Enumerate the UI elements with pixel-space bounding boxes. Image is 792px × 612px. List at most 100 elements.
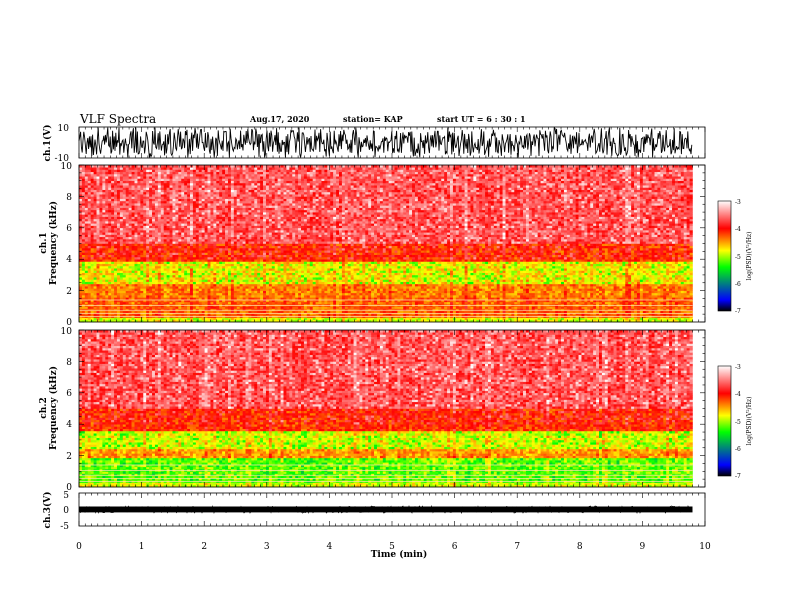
- spectrogram-cell: [266, 187, 269, 190]
- spectrogram-cell: [155, 250, 158, 253]
- spectrogram-cell: [248, 235, 251, 238]
- spectrogram-cell: [167, 284, 170, 287]
- spectrogram-cell: [158, 288, 161, 291]
- spectrogram-cell: [193, 318, 196, 321]
- spectrogram-cell: [172, 176, 175, 179]
- spectrogram-cell: [251, 239, 254, 242]
- spectrogram-cell: [210, 309, 213, 312]
- spectrogram-cell: [225, 185, 228, 188]
- spectrogram-cell: [257, 230, 260, 233]
- spectrogram-cell: [111, 266, 114, 269]
- spectrogram-cell: [269, 261, 272, 264]
- spectrogram-cell: [213, 210, 216, 213]
- spectrogram-cell: [202, 244, 205, 247]
- spectrogram-cell: [225, 205, 228, 208]
- spectrogram-cell: [234, 311, 237, 314]
- spectrogram-cell: [234, 306, 237, 309]
- spectrogram-cell: [140, 228, 143, 231]
- spectrogram-cell: [105, 255, 108, 258]
- spectrogram-cell: [105, 252, 108, 255]
- spectrogram-cell: [146, 288, 149, 291]
- spectrogram-cell: [79, 318, 82, 321]
- spectrogram-cell: [126, 196, 129, 199]
- spectrogram-cell: [146, 295, 149, 298]
- spectrogram-cell: [193, 288, 196, 291]
- spectrogram-cell: [88, 178, 91, 181]
- spectrogram-cell: [184, 183, 187, 186]
- spectrogram-cell: [149, 194, 152, 197]
- spectrogram-cell: [178, 241, 181, 244]
- spectrogram-cell: [234, 237, 237, 240]
- spectrogram-cell: [240, 291, 243, 294]
- spectrogram-cell: [228, 309, 231, 312]
- spectrogram-cell: [164, 210, 167, 213]
- spectrogram-cell: [152, 201, 155, 204]
- spectrogram-cell: [152, 244, 155, 247]
- spectrogram-cell: [170, 259, 173, 262]
- spectrogram-cell: [246, 221, 249, 224]
- spectrogram-cell: [79, 284, 82, 287]
- spectrogram-cell: [129, 311, 132, 314]
- spectrogram-cell: [123, 235, 126, 238]
- spectrogram-cell: [210, 235, 213, 238]
- spectrogram-cell: [97, 205, 100, 208]
- spectrogram-cell: [202, 237, 205, 240]
- spectrogram-cell: [208, 279, 211, 282]
- spectrogram-cell: [193, 212, 196, 215]
- spectrogram-cell: [243, 268, 246, 271]
- spectrogram-cell: [91, 205, 94, 208]
- spectrogram-cell: [175, 214, 178, 217]
- spectrogram-cell: [117, 217, 120, 220]
- spectrogram-cell: [120, 176, 123, 179]
- spectrogram-cell: [114, 228, 117, 231]
- spectrogram-cell: [158, 293, 161, 296]
- spectrogram-cell: [208, 293, 211, 296]
- spectrogram-cell: [167, 275, 170, 278]
- spectrogram-cell: [114, 232, 117, 235]
- spectrogram-cell: [126, 187, 129, 190]
- spectrogram-cell: [202, 235, 205, 238]
- spectrogram-cell: [143, 252, 146, 255]
- spectrogram-cell: [91, 223, 94, 226]
- spectrogram-cell: [120, 286, 123, 289]
- spectrogram-cell: [216, 205, 219, 208]
- spectrogram-cell: [161, 210, 164, 213]
- spectrogram-cell: [135, 291, 138, 294]
- spectrogram-cell: [88, 277, 91, 280]
- spectrogram-cell: [237, 208, 240, 211]
- spectrogram-cell: [234, 282, 237, 285]
- spectrogram-cell: [175, 241, 178, 244]
- spectrogram-cell: [251, 295, 254, 298]
- spectrogram-cell: [190, 205, 193, 208]
- spectrogram-cell: [85, 174, 88, 177]
- spectrogram-cell: [79, 255, 82, 258]
- spectrogram-cell: [111, 176, 114, 179]
- spectrogram-cell: [228, 268, 231, 271]
- spectrogram-cell: [167, 270, 170, 273]
- spectrogram-cell: [117, 284, 120, 287]
- spectrogram-cell: [210, 311, 213, 314]
- spectrogram-cell: [243, 185, 246, 188]
- spectrogram-cell: [222, 176, 225, 179]
- spectrogram-cell: [102, 219, 105, 222]
- spectrogram-cell: [208, 214, 211, 217]
- spectrogram-cell: [99, 318, 102, 321]
- spectrogram-cell: [99, 244, 102, 247]
- spectrogram-cell: [88, 174, 91, 177]
- spectrogram-cell: [243, 250, 246, 253]
- spectrogram-cell: [167, 217, 170, 220]
- spectrogram-cell: [146, 244, 149, 247]
- spectrogram-cell: [187, 250, 190, 253]
- spectrogram-cell: [243, 255, 246, 258]
- spectrogram-cell: [193, 192, 196, 195]
- spectrogram-cell: [225, 194, 228, 197]
- spectrogram-cell: [219, 239, 222, 242]
- spectrogram-cell: [126, 288, 129, 291]
- spectrogram-cell: [213, 288, 216, 291]
- spectrogram-cell: [114, 199, 117, 202]
- spectrogram-cell: [269, 230, 272, 233]
- spectrogram-cell: [108, 226, 111, 229]
- spectrogram-cell: [85, 295, 88, 298]
- spectrogram-cell: [152, 279, 155, 282]
- spectrogram-cell: [240, 288, 243, 291]
